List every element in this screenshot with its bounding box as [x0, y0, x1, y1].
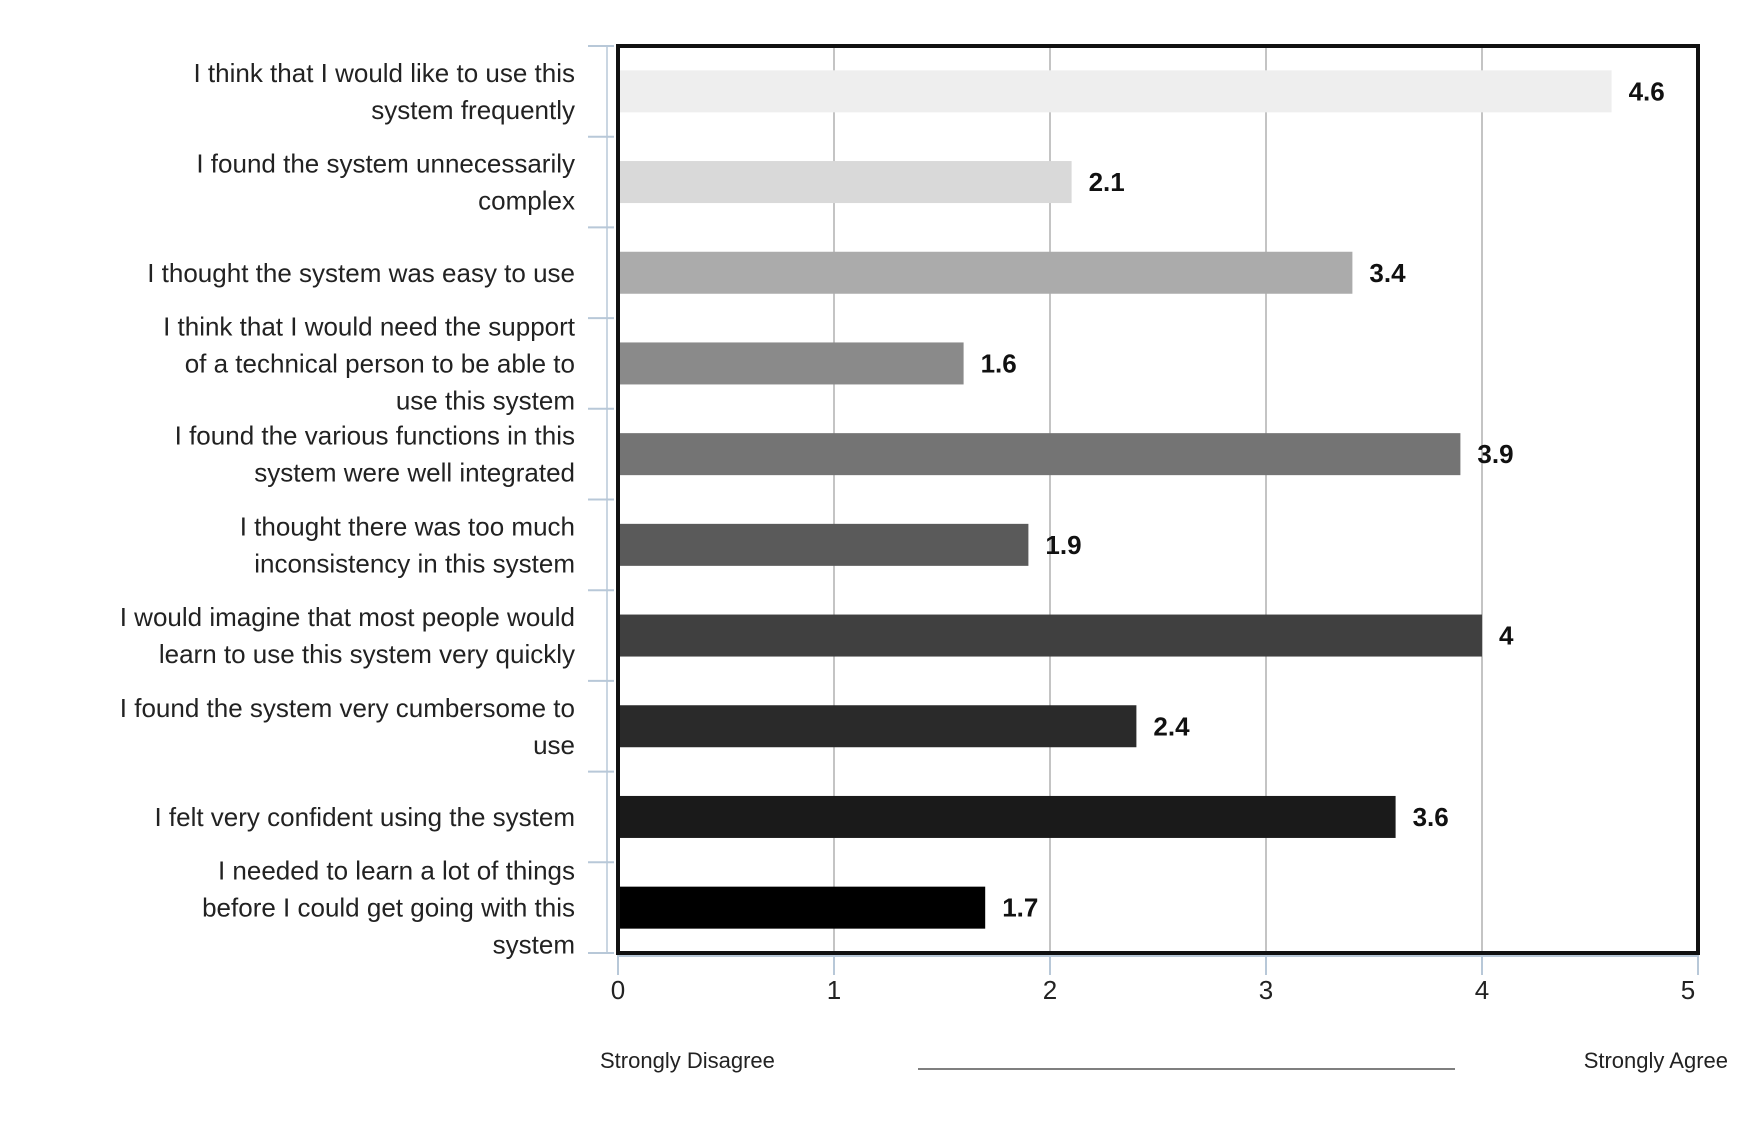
- category-label-3: I thought the system was easy to use: [147, 258, 575, 288]
- value-label-6: 1.9: [1045, 530, 1081, 560]
- x-tick-label-2: 2: [1043, 975, 1057, 1005]
- category-label-1: I think that I would like to use this sys…: [193, 58, 575, 125]
- x-tick-label-5: 5: [1681, 975, 1695, 1005]
- value-label-9: 3.6: [1413, 802, 1449, 832]
- bar-5: [618, 433, 1461, 476]
- category-label-5: I found the various functions in this sys…: [175, 421, 575, 488]
- bar-1: [618, 70, 1612, 113]
- bar-8: [618, 705, 1137, 748]
- category-label-2: I found the system unnecessarily complex: [196, 149, 575, 216]
- bars-layer: [618, 70, 1612, 929]
- bar-2: [618, 161, 1072, 204]
- category-label-4: I think that I would need the support of …: [163, 311, 576, 415]
- x-tick-label-1: 1: [827, 975, 841, 1005]
- category-label-10: I needed to learn a lot of things before …: [202, 856, 575, 960]
- scale-left-label: Strongly Disagree: [600, 1048, 775, 1073]
- category-label-6: I thought there was too much inconsistenc…: [240, 511, 575, 578]
- category-label-8: I found the system very cumbersome to use: [120, 693, 575, 760]
- category-label-7: I would imagine that most people would le…: [120, 602, 575, 669]
- bar-4: [618, 342, 964, 385]
- scale-right-label: Strongly Agree: [1584, 1048, 1728, 1073]
- labels-layer: 4.6 I think that I would like to use this…: [120, 58, 1665, 960]
- value-label-7: 4: [1499, 621, 1514, 651]
- value-label-8: 2.4: [1153, 711, 1190, 741]
- x-tick-label-4: 4: [1475, 975, 1489, 1005]
- value-label-10: 1.7: [1002, 893, 1038, 923]
- bar-10: [618, 886, 986, 929]
- axis-layer: 0 1 2 3 4 5: [588, 44, 1700, 1005]
- plot-frame: [616, 44, 1700, 955]
- value-label-3: 3.4: [1369, 258, 1406, 288]
- value-label-5: 3.9: [1477, 439, 1513, 469]
- category-label-9: I felt very confident using the system: [154, 802, 575, 832]
- bar-6: [618, 523, 1029, 566]
- value-label-1: 4.6: [1629, 76, 1665, 106]
- value-label-4: 1.6: [981, 348, 1017, 378]
- x-tick-label-3: 3: [1259, 975, 1273, 1005]
- x-tick-label-0: 0: [611, 975, 625, 1005]
- bar-7: [618, 614, 1482, 657]
- bar-9: [618, 795, 1396, 838]
- bar-3: [618, 251, 1353, 294]
- value-label-2: 2.1: [1089, 167, 1125, 197]
